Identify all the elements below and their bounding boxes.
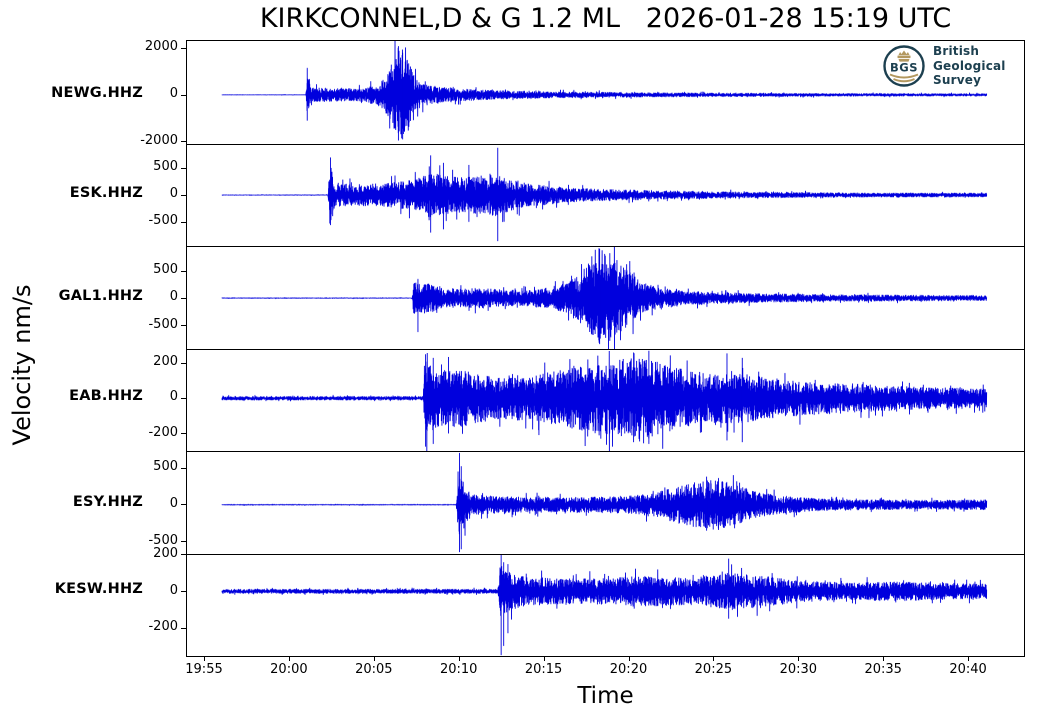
y-axis-label: Velocity nm/s	[8, 284, 36, 446]
y-tick-label: 0	[169, 582, 178, 598]
y-tick-label: 500	[153, 459, 178, 475]
waveform-ESK.HHZ	[187, 143, 1024, 246]
waveform-GAL1.HHZ	[187, 246, 1024, 349]
bgs-logo-line3: Survey	[933, 73, 982, 87]
y-tick-label: -2000	[140, 132, 178, 148]
y-tick-mark	[181, 362, 186, 364]
y-tick-label: -200	[148, 424, 178, 440]
subplot-divider	[187, 246, 1024, 247]
y-tick-label: 0	[169, 495, 178, 511]
plot-area	[186, 40, 1025, 657]
subplot-ESK.HHZ	[187, 143, 1024, 246]
waveform-EAB.HHZ	[187, 348, 1024, 451]
x-tick-mark	[883, 657, 885, 661]
x-tick-label: 20:10	[439, 662, 478, 677]
bgs-logo: BGS British Geological Survey	[877, 43, 1023, 89]
bgs-logo-line1: British	[933, 44, 980, 58]
crown-icon	[897, 50, 911, 62]
x-tick-label: 20:00	[270, 662, 308, 677]
x-axis-label: Time	[577, 683, 634, 709]
subplot-divider	[187, 451, 1024, 452]
x-tick-label: 20:05	[355, 662, 393, 677]
y-tick-mark	[181, 554, 186, 556]
y-tick-label: -200	[148, 619, 178, 635]
subplot-KESW.HHZ	[187, 553, 1024, 656]
y-tick-label: 500	[153, 262, 178, 278]
y-tick-label: -500	[148, 316, 178, 332]
waveform-ESY.HHZ	[187, 451, 1024, 554]
x-tick-mark	[798, 657, 800, 661]
x-tick-mark	[458, 657, 460, 661]
station-label-ESY.HHZ: ESY.HHZ	[72, 494, 143, 511]
y-tick-mark	[181, 397, 186, 399]
y-tick-mark	[181, 627, 186, 629]
bgs-logo-line2: Geological	[933, 58, 1006, 73]
x-tick-mark	[288, 657, 290, 661]
station-label-ESK.HHZ: ESK.HHZ	[69, 184, 143, 201]
station-label-NEWG.HHZ: NEWG.HHZ	[51, 84, 143, 101]
y-tick-mark	[181, 194, 186, 196]
subplot-ESY.HHZ	[187, 451, 1024, 554]
x-tick-label: 20:40	[949, 662, 987, 677]
x-tick-mark	[543, 657, 545, 661]
y-tick-mark	[181, 504, 186, 506]
y-tick-mark	[181, 541, 186, 543]
subplot-GAL1.HHZ	[187, 246, 1024, 349]
y-tick-mark	[181, 221, 186, 223]
x-tick-label: 19:55	[185, 662, 223, 677]
y-tick-label: 0	[169, 289, 178, 305]
x-tick-label: 20:25	[694, 662, 733, 677]
y-tick-label: 200	[153, 354, 178, 370]
y-tick-mark	[181, 467, 186, 469]
y-tick-label: 0	[169, 186, 178, 202]
bgs-logo-abbr: BGS	[890, 61, 918, 75]
subplot-EAB.HHZ	[187, 348, 1024, 451]
y-tick-label: 500	[153, 159, 178, 175]
y-tick-mark	[181, 433, 186, 435]
y-tick-mark	[181, 94, 186, 96]
x-tick-mark	[204, 657, 205, 661]
station-label-EAB.HHZ: EAB.HHZ	[69, 387, 143, 404]
y-tick-mark	[181, 167, 186, 169]
y-tick-mark	[181, 591, 186, 593]
y-tick-label: -500	[148, 532, 178, 548]
y-tick-mark	[181, 270, 186, 272]
subplot-divider	[187, 553, 1024, 555]
x-tick-label: 20:20	[609, 662, 648, 677]
x-tick-label: 20:15	[524, 662, 563, 677]
x-tick-mark	[628, 657, 630, 661]
y-tick-label: -500	[148, 213, 178, 229]
bgs-logo-text: British Geological Survey	[933, 44, 1006, 88]
y-tick-mark	[181, 297, 186, 299]
y-tick-mark	[181, 325, 186, 327]
y-tick-label: 2000	[144, 39, 178, 55]
x-tick-mark	[373, 657, 375, 661]
bgs-logo-graphic: BGS	[883, 45, 925, 87]
bgs-logo-circle	[883, 45, 925, 87]
x-tick-label: 20:35	[864, 662, 902, 677]
subplot-divider	[187, 143, 1024, 145]
waveform-KESW.HHZ	[187, 553, 1024, 656]
station-label-GAL1.HHZ: GAL1.HHZ	[58, 287, 143, 304]
page-title: KIRKCONNEL,D & G 1.2 ML 2026-01-28 15:19…	[259, 3, 952, 34]
x-tick-label: 20:30	[779, 662, 818, 677]
station-label-KESW.HHZ: KESW.HHZ	[54, 581, 143, 598]
y-tick-mark	[181, 141, 186, 143]
y-tick-label: 0	[169, 389, 178, 405]
subplot-divider	[187, 348, 1024, 350]
field-waves-icon	[889, 73, 919, 83]
y-tick-label: 0	[169, 86, 178, 102]
x-tick-mark	[713, 657, 715, 661]
x-tick-mark	[968, 657, 970, 661]
y-tick-label: 200	[153, 545, 178, 561]
y-tick-mark	[181, 47, 186, 49]
